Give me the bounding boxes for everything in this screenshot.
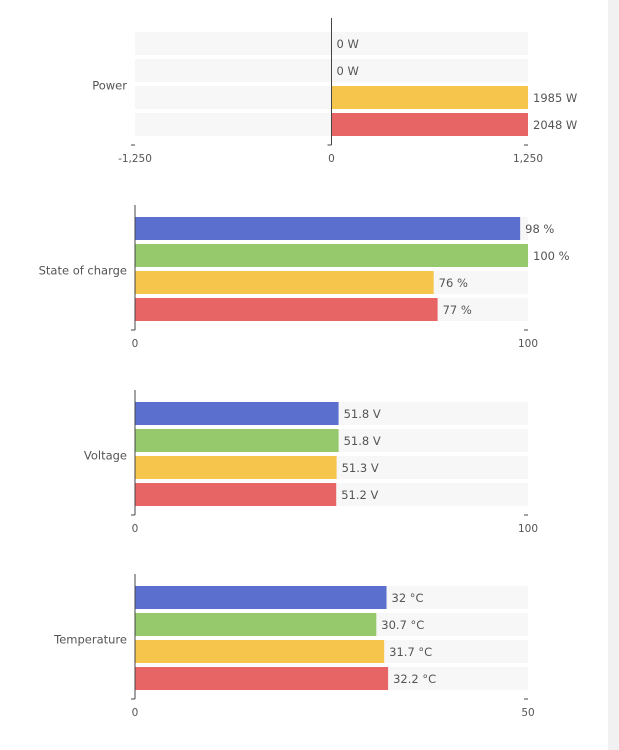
category-label: Temperature [53, 633, 127, 647]
value-label: 76 % [439, 276, 468, 290]
category-label: State of charge [39, 264, 127, 278]
x-tick-label: 100 [518, 523, 538, 535]
x-tick-label: 1,250 [513, 153, 543, 165]
bar [135, 667, 389, 690]
x-tick-label: 100 [518, 338, 538, 350]
category-label: Power [92, 79, 127, 93]
value-label: 0 W [337, 64, 359, 78]
value-label: 98 % [525, 222, 554, 236]
x-tick-label: 0 [132, 338, 139, 350]
x-tick-label: 0 [328, 153, 335, 165]
value-label: 32 °C [392, 591, 424, 605]
value-label: 31.7 °C [389, 645, 432, 659]
bar [135, 586, 387, 609]
bar [135, 640, 385, 663]
value-label: 2048 W [533, 118, 577, 132]
value-label: 32.2 °C [393, 672, 436, 686]
category-label: Voltage [84, 449, 127, 463]
bar [135, 217, 521, 240]
x-tick-label: 0 [132, 523, 139, 535]
value-label: 77 % [443, 303, 472, 317]
bar [135, 402, 339, 425]
value-label: 30.7 °C [381, 618, 424, 632]
x-tick-label: 0 [132, 707, 139, 719]
bar [331, 86, 528, 109]
bar [135, 271, 434, 294]
scrollbar [608, 0, 619, 750]
value-label: 0 W [337, 37, 359, 51]
x-tick-label: 50 [521, 707, 534, 719]
value-label: 51.8 V [344, 434, 381, 448]
bar [135, 483, 337, 506]
x-tick-label: -1,250 [118, 153, 152, 165]
value-label: 51.8 V [344, 407, 381, 421]
bar [331, 113, 528, 136]
bar [135, 429, 339, 452]
bar [135, 244, 528, 267]
bar [135, 456, 337, 479]
value-label: 1985 W [533, 91, 577, 105]
bar [135, 613, 377, 636]
value-label: 51.2 V [341, 488, 378, 502]
value-label: 100 % [533, 249, 570, 263]
value-label: 51.3 V [342, 461, 379, 475]
bar [135, 298, 438, 321]
